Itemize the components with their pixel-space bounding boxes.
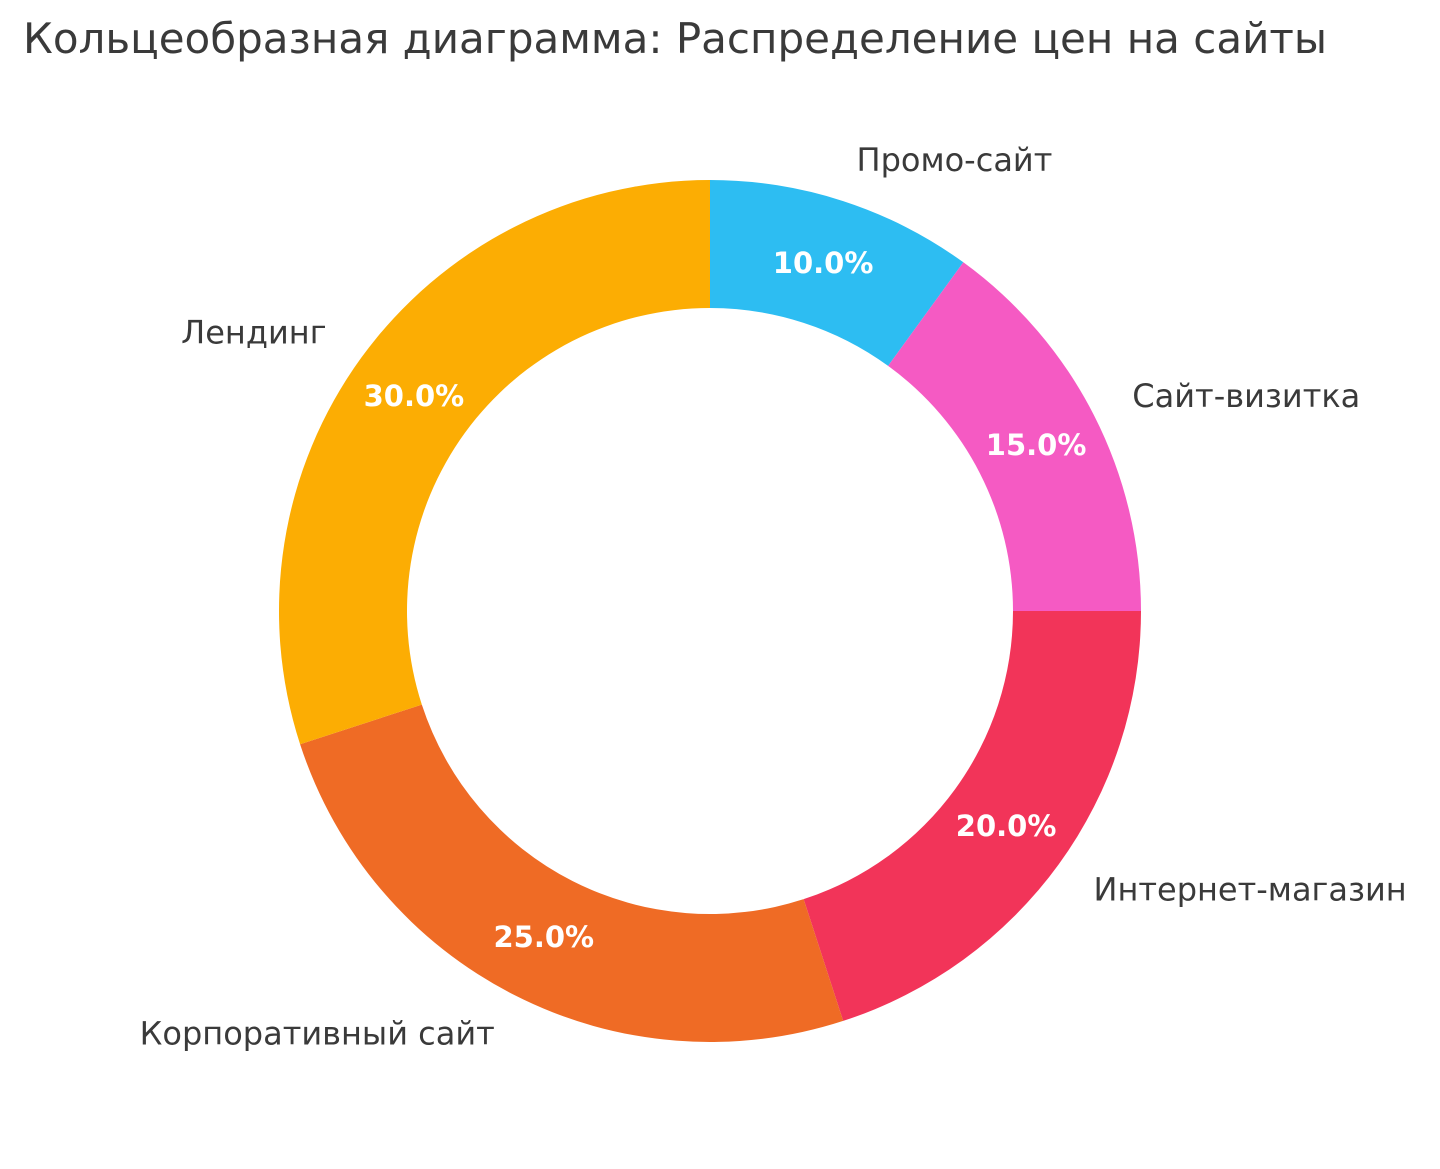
donut-segment-1 xyxy=(710,179,964,366)
category-label-1: Промо-сайт xyxy=(857,141,1053,179)
donut-segment-2 xyxy=(888,262,1141,611)
chart-title: Кольцеобразная диаграмма: Распределение … xyxy=(23,14,1327,63)
category-label-2: Сайт-визитка xyxy=(1132,377,1360,415)
percent-label-3: 20.0% xyxy=(956,809,1057,843)
category-label-5: Лендинг xyxy=(181,313,326,351)
donut-segment-3 xyxy=(803,611,1141,1021)
category-label-4: Корпоративный сайт xyxy=(140,1014,495,1052)
donut-segment-5 xyxy=(278,179,710,745)
category-label-3: Интернет-магазин xyxy=(1094,871,1407,909)
percent-label-1: 10.0% xyxy=(773,246,874,280)
percent-label-2: 15.0% xyxy=(986,428,1087,462)
percent-label-4: 25.0% xyxy=(493,920,594,954)
percent-label-5: 30.0% xyxy=(364,379,465,413)
donut-segment-4 xyxy=(300,704,844,1043)
